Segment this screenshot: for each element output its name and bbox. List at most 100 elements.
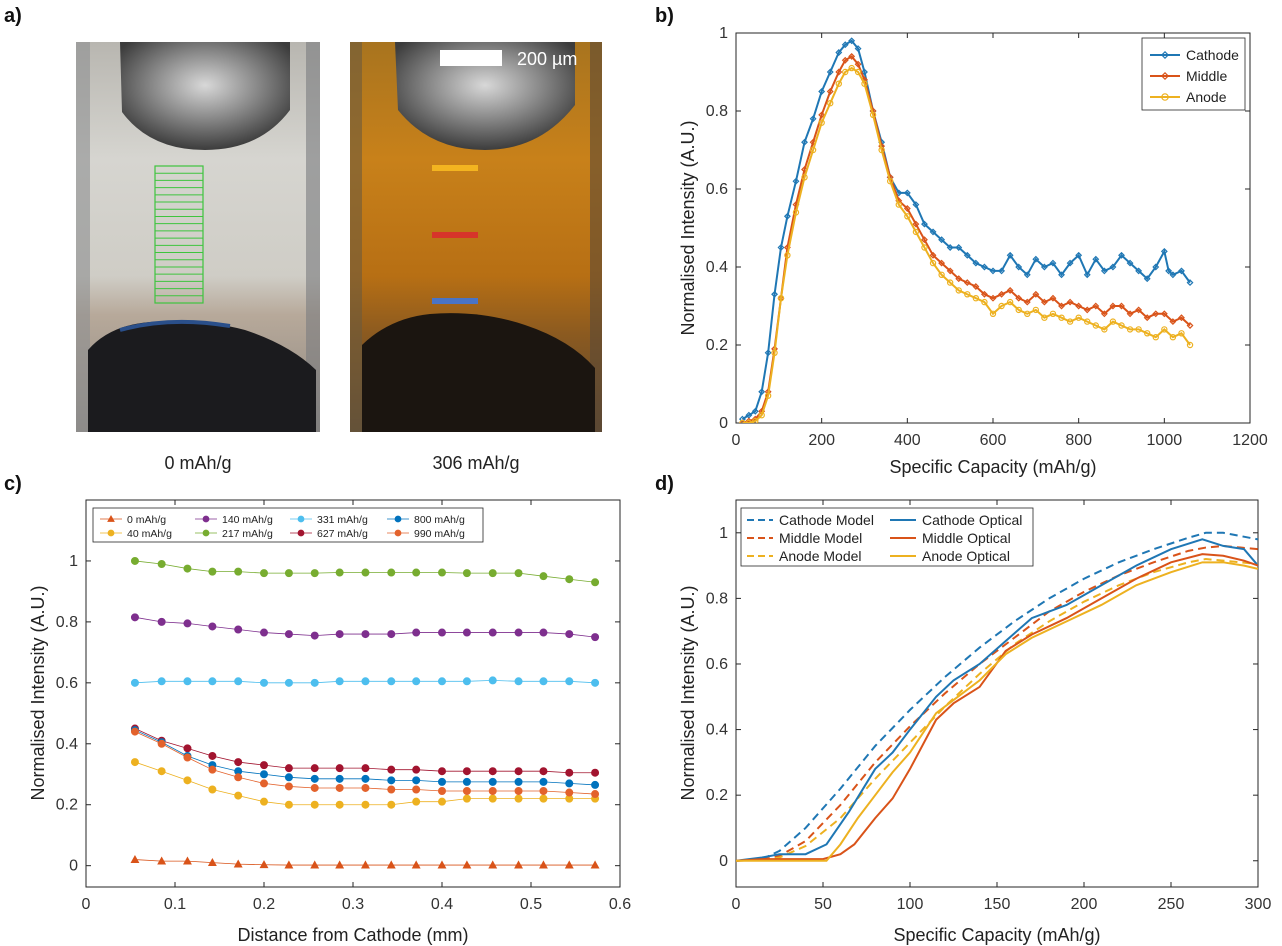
data-point-627-mah-g: [335, 764, 344, 773]
data-point-cathode: [921, 220, 928, 228]
x-tick-label-b: 600: [980, 432, 1007, 449]
data-point-anode: [758, 412, 765, 419]
data-point-anode: [861, 80, 868, 87]
data-point-331-mah-g: [259, 678, 268, 687]
series-line-cathode: [741, 39, 1191, 420]
y-tick-label-d: 0: [719, 853, 728, 870]
legend-marker-800-mah-g: [394, 515, 402, 523]
y-tick-label-d: 0.2: [706, 787, 728, 804]
data-point-0-mah-g: [437, 860, 447, 869]
data-point-anode: [771, 349, 778, 356]
panel-label-b: b): [655, 5, 674, 27]
data-point-217-mah-g: [462, 569, 471, 578]
data-point-cathode: [989, 267, 997, 275]
data-point-140-mah-g: [387, 630, 396, 639]
data-point-40-mah-g: [310, 800, 319, 809]
data-point-cathode: [738, 415, 746, 423]
data-point-anode: [1058, 314, 1065, 321]
data-point-140-mah-g: [183, 619, 192, 628]
data-point-627-mah-g: [488, 767, 497, 776]
data-point-middle: [1006, 286, 1014, 294]
data-point-cathode: [938, 236, 946, 244]
data-point-anode: [827, 99, 834, 107]
x-tick-label-c: 0.2: [253, 896, 275, 913]
caption-306-mah: 306 mAh/g: [432, 453, 519, 473]
data-point-cathode: [1186, 279, 1194, 287]
data-point-627-mah-g: [361, 764, 370, 773]
data-point-0-mah-g: [411, 860, 421, 869]
panel-label-d: d): [655, 473, 674, 495]
y-tick-label-b: 0.4: [706, 259, 728, 276]
data-point-0-mah-g: [259, 860, 269, 869]
data-point-627-mah-g: [387, 765, 396, 774]
data-point-anode: [964, 291, 971, 298]
data-point-331-mah-g: [488, 676, 497, 685]
data-point-anode: [801, 174, 808, 181]
data-point-990-mah-g: [437, 787, 446, 796]
data-point-cathode: [1006, 251, 1014, 259]
data-point-cathode: [1152, 263, 1160, 271]
panel-label-a: a): [4, 5, 22, 27]
y-tick-label-c: 0.6: [56, 675, 78, 692]
y-tick-label-d: 0.4: [706, 722, 728, 739]
data-point-middle: [980, 290, 988, 298]
data-point-anode: [818, 119, 825, 126]
legend-marker-331-mah-g: [297, 515, 305, 523]
data-point-anode: [1015, 306, 1022, 314]
data-point-40-mah-g: [488, 794, 497, 803]
data-point-140-mah-g: [259, 628, 268, 637]
data-point-cathode: [1066, 259, 1074, 267]
data-point-cathode: [946, 244, 954, 251]
anode-marker: [432, 165, 478, 171]
legend-c: 0 mAh/g 40 mAh/g 140 mAh/g 217 mAh/g 331 mAh…: [92, 507, 484, 543]
micrograph-0-mah: [76, 42, 320, 432]
caption-0-mah: 0 mAh/g: [164, 453, 231, 473]
data-point-middle: [1049, 294, 1057, 302]
x-tick-label-d: 250: [1158, 896, 1185, 913]
data-point-cathode: [1169, 271, 1177, 279]
data-point-anode: [1032, 306, 1040, 314]
data-point-0-mah-g: [233, 859, 243, 868]
data-point-217-mah-g: [259, 569, 268, 578]
data-point-140-mah-g: [437, 628, 446, 637]
data-point-800-mah-g: [284, 773, 293, 782]
data-point-cathode: [826, 68, 834, 76]
data-point-990-mah-g: [335, 783, 344, 792]
x-axis-label-b: Specific Capacity (mAh/g): [889, 457, 1096, 477]
legend-label-627-mah-g: 627 mAh/g: [317, 528, 368, 540]
y-tick-label-d: 0.6: [706, 656, 728, 673]
chart-panel-c: 0 0.1 0.2 0.3 0.4 0.5 0.6 0 0.2 0.4 0.6 0.8 1 Distan…: [28, 499, 631, 945]
data-point-331-mah-g: [157, 677, 166, 686]
data-point-middle: [1178, 314, 1185, 322]
data-point-cathode: [758, 388, 766, 396]
data-point-140-mah-g: [310, 631, 319, 640]
x-tick-label-d: 0: [732, 896, 741, 913]
data-point-anode: [1126, 326, 1134, 333]
data-point-anode: [1135, 326, 1142, 333]
data-point-middle: [1040, 298, 1048, 306]
data-point-anode: [895, 201, 902, 208]
data-point-217-mah-g: [234, 567, 243, 576]
series-line-anode-optical: [736, 561, 1258, 862]
data-point-cathode: [1126, 259, 1134, 267]
y-tick-label-b: 0.6: [706, 181, 728, 198]
data-point-990-mah-g: [514, 787, 523, 796]
y-axis-label-d: Normalised Intensity (A.U.): [678, 585, 698, 800]
data-point-800-mah-g: [387, 776, 396, 785]
data-point-middle: [1135, 306, 1143, 314]
data-point-217-mah-g: [412, 568, 421, 577]
data-point-331-mah-g: [591, 678, 600, 687]
data-point-middle: [1058, 302, 1065, 310]
series-line-middle-optical: [736, 553, 1258, 862]
data-point-cathode: [912, 201, 920, 209]
x-tick-label-d: 150: [984, 896, 1011, 913]
y-tick-label-c: 0.2: [56, 797, 78, 814]
y-tick-label-b: 0.8: [706, 103, 728, 120]
data-point-anode: [1101, 326, 1108, 333]
legend-marker-990-mah-g: [394, 529, 402, 537]
data-point-0-mah-g: [183, 856, 192, 865]
data-point-cathode: [980, 263, 988, 271]
data-point-middle: [841, 56, 849, 64]
data-point-anode: [1006, 298, 1014, 306]
data-point-331-mah-g: [284, 678, 293, 687]
